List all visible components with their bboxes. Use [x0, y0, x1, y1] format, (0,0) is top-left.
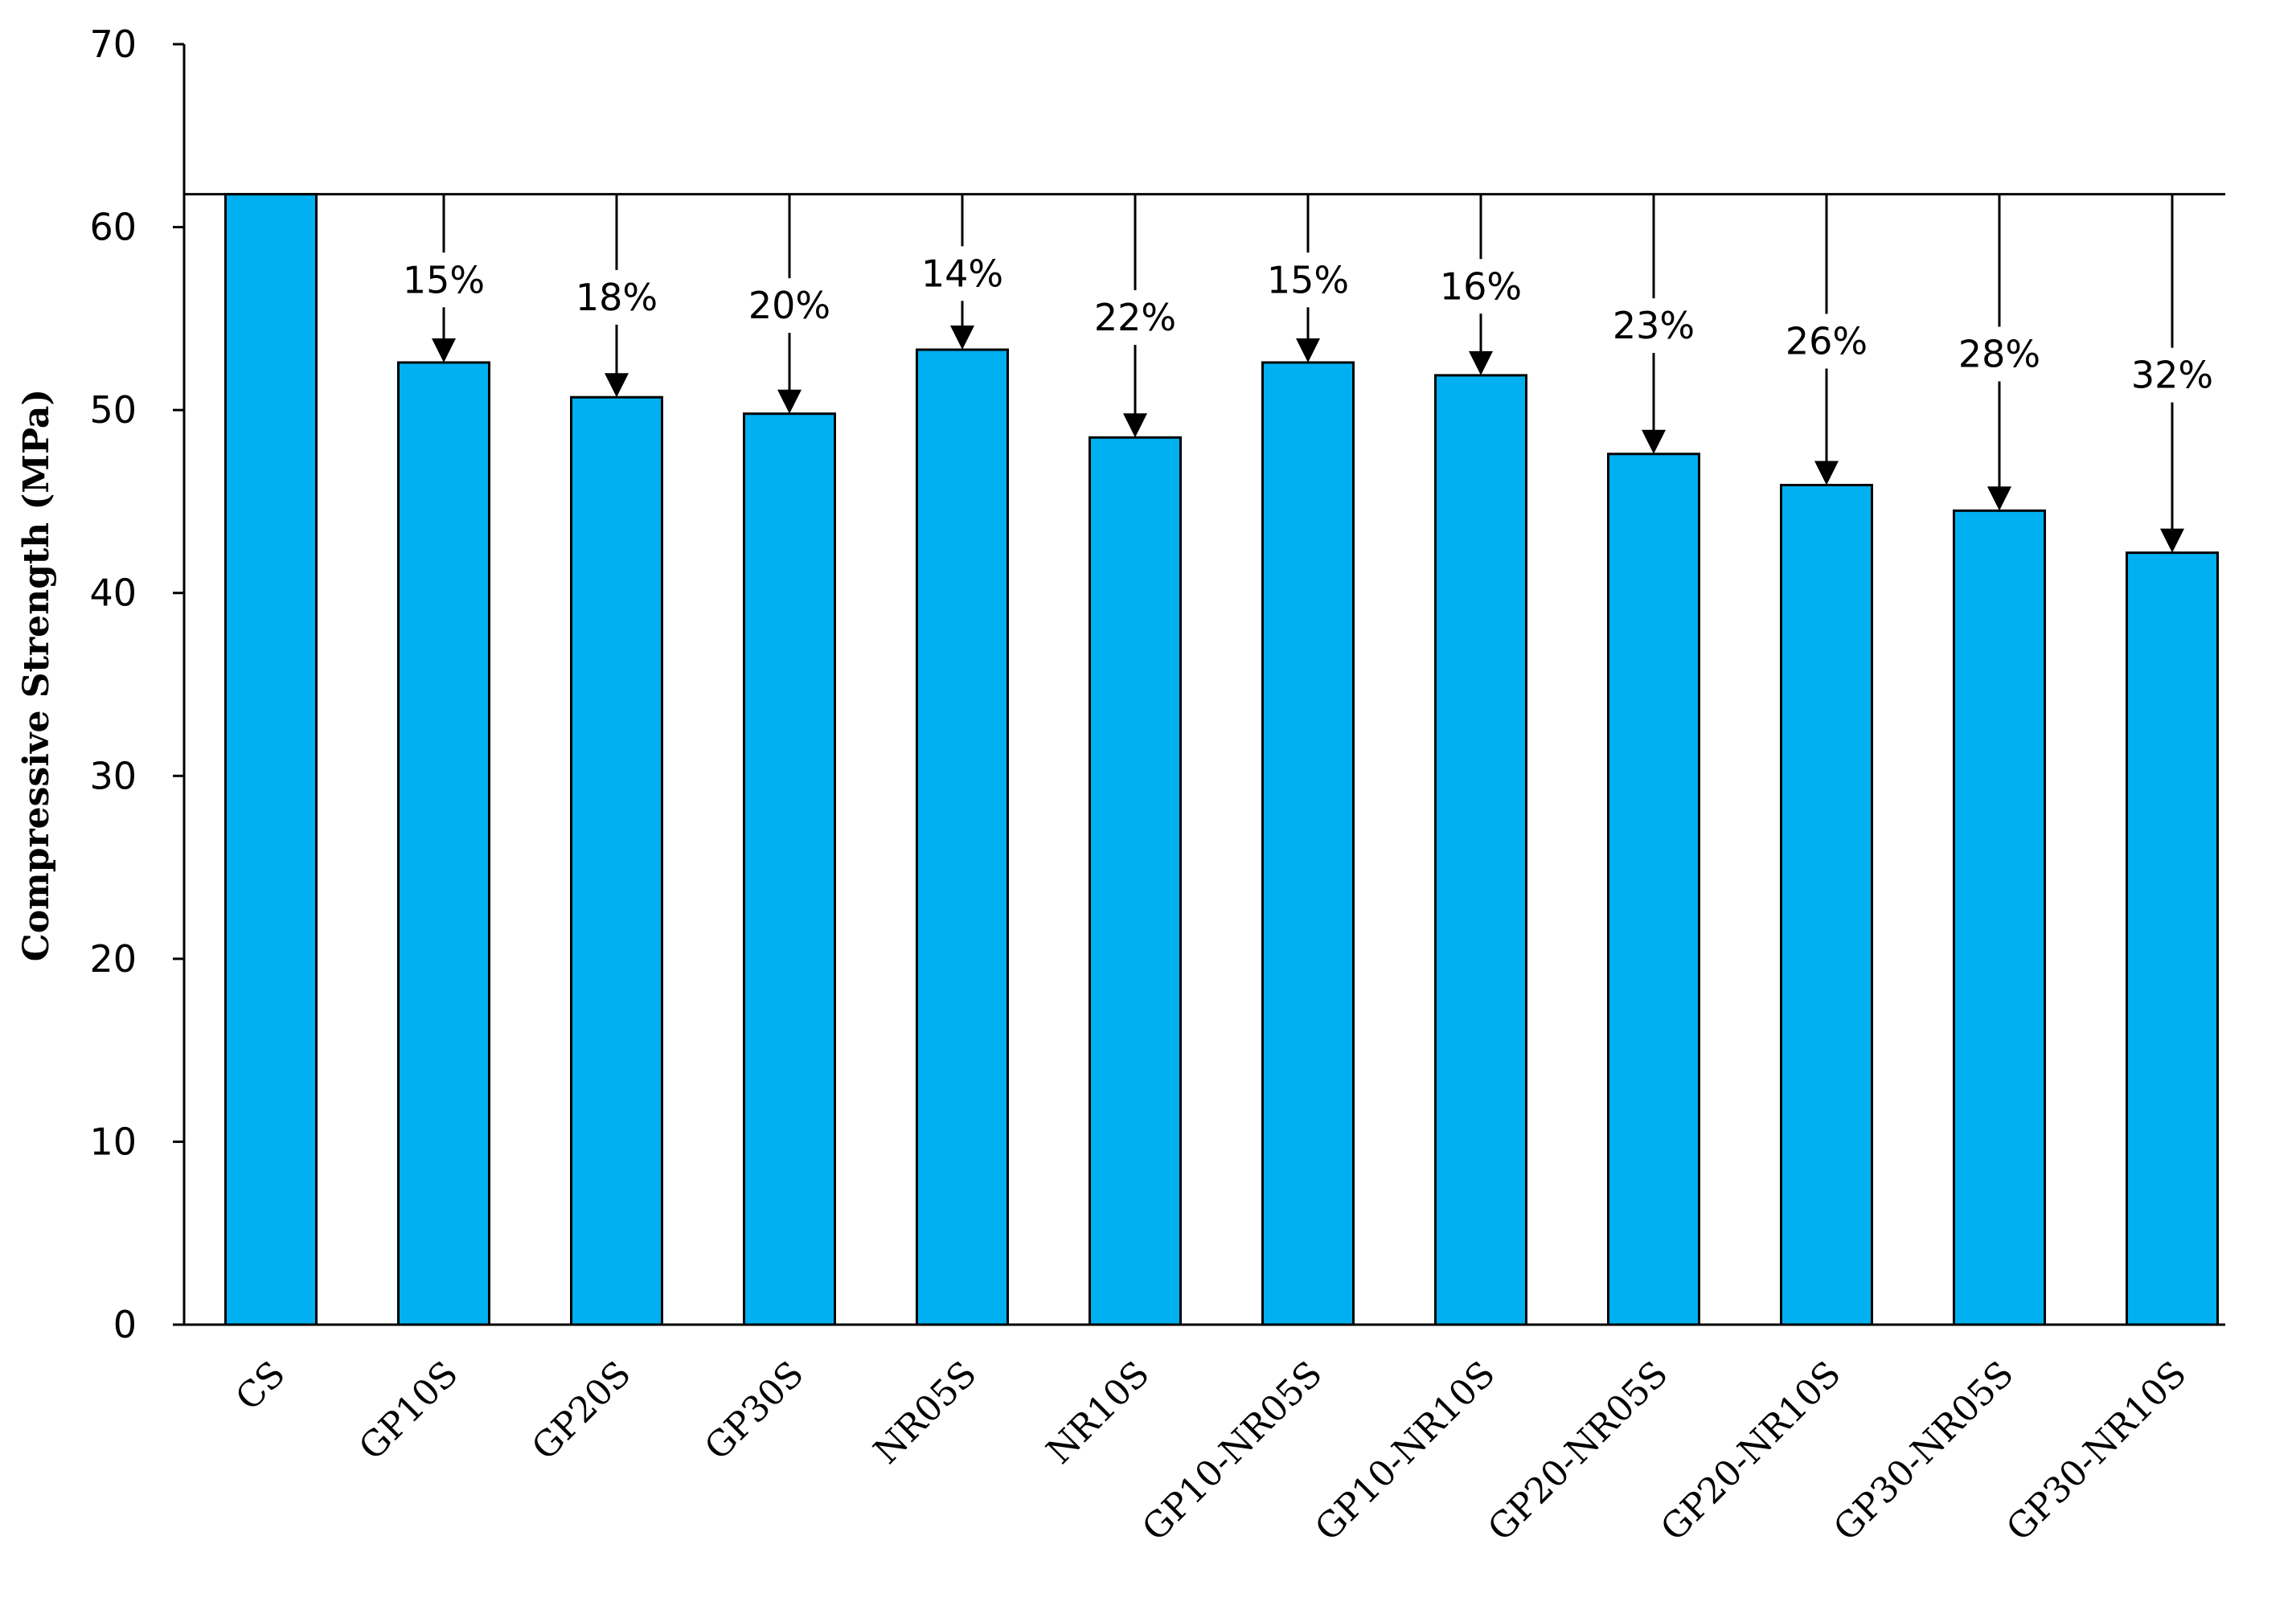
- bar-gp20-nr05s: [1607, 453, 1700, 1326]
- x-tick-label: GP30-NR10S: [1999, 1354, 2195, 1550]
- x-tick-label: GP10-NR10S: [1307, 1354, 1503, 1550]
- arrow-head: [1123, 413, 1147, 438]
- arrow-head: [1987, 486, 2011, 511]
- bar-gp10-nr10s: [1434, 374, 1527, 1326]
- arrow-head: [605, 373, 629, 398]
- arrow-head: [2160, 528, 2184, 553]
- y-axis-label: Compressive Strength (MPa): [16, 389, 57, 961]
- x-tick-label: GP10S: [351, 1354, 466, 1469]
- x-tick-label: GP30S: [697, 1354, 812, 1469]
- x-tick-label: NR05S: [866, 1354, 985, 1473]
- arrow-head: [1469, 350, 1493, 375]
- reduction-label: 15%: [1267, 258, 1349, 301]
- y-tick-label: 30: [89, 754, 137, 797]
- arrow-head: [1296, 338, 1320, 363]
- reduction-label: 26%: [1786, 320, 1868, 363]
- bar-gp20s: [570, 395, 663, 1326]
- bar-gp10-nr05s: [1261, 361, 1355, 1326]
- reduction-label: 32%: [2131, 354, 2213, 397]
- annotations-layer: 15% 18% 20% 14% 22% 15% 16% 23% 26% 28% 32%: [403, 194, 2213, 553]
- y-tick-label: 20: [89, 937, 137, 981]
- x-tick-label: GP10-NR05S: [1134, 1354, 1330, 1550]
- y-tick-label: 10: [89, 1120, 137, 1163]
- y-tick-label: 0: [113, 1303, 137, 1346]
- y-tick-label: 40: [89, 571, 137, 615]
- arrow-head: [432, 338, 456, 363]
- x-tick-label: GP20-NR10S: [1653, 1354, 1849, 1550]
- x-tick-label: CS: [228, 1354, 293, 1419]
- bars-layer: [224, 193, 2219, 1326]
- bar-nr10s: [1089, 436, 1182, 1326]
- arrow-head: [950, 326, 974, 350]
- arrow-head: [1814, 461, 1839, 485]
- reduction-label: 18%: [576, 276, 658, 319]
- x-tick-label: GP20S: [524, 1354, 639, 1469]
- reduction-label: 20%: [748, 284, 830, 327]
- y-tick-label: 50: [89, 388, 137, 432]
- reduction-label: 14%: [921, 252, 1003, 295]
- x-tick-label: NR10S: [1039, 1354, 1158, 1473]
- bar-gp30-nr10s: [2126, 551, 2219, 1326]
- bar-gp30s: [743, 412, 836, 1326]
- reduction-label: 22%: [1094, 296, 1176, 339]
- arrow-head: [777, 389, 802, 414]
- bar-nr05s: [916, 348, 1009, 1326]
- reduction-label: 28%: [1958, 332, 2040, 375]
- y-tick-label: 70: [89, 23, 137, 66]
- arrow-head: [1642, 429, 1666, 454]
- bar-gp20-nr10s: [1780, 483, 1873, 1326]
- reduction-label: 15%: [403, 258, 485, 301]
- bar-gp30-nr05s: [1953, 509, 2046, 1326]
- bar-cs: [224, 193, 318, 1326]
- y-tick-label: 60: [89, 206, 137, 249]
- reduction-label: 16%: [1440, 264, 1522, 308]
- reduction-label: 23%: [1613, 304, 1695, 347]
- x-tick-label: GP20-NR05S: [1480, 1354, 1676, 1550]
- bar-gp10s: [397, 361, 490, 1326]
- x-tick-label: GP30-NR05S: [1826, 1354, 2022, 1550]
